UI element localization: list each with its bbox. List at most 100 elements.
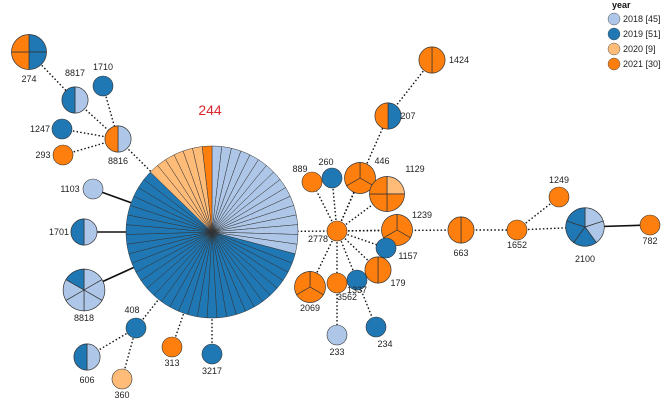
legend-title: year — [612, 0, 631, 10]
node-1129-slice-2021 — [386, 193, 405, 212]
node-233 — [326, 324, 348, 346]
node-8818-slice-2019 — [65, 268, 85, 291]
node-1337-slice — [346, 269, 368, 291]
node-label-8816: 8816 — [108, 156, 128, 166]
node-8816-slice-2021 — [104, 125, 119, 153]
node-179 — [364, 256, 392, 284]
legend-label-2020: 2020 [9] — [623, 44, 656, 54]
node-606 — [73, 343, 101, 371]
legend-swatch-2018 — [607, 12, 621, 26]
node-label-1701: 1701 — [49, 227, 69, 237]
node-1247-slice — [51, 118, 73, 140]
node-293-slice — [52, 144, 74, 166]
node-label-234: 234 — [377, 339, 392, 349]
node-1129 — [369, 176, 405, 212]
node-1157 — [375, 237, 397, 259]
node-label-1247: 1247 — [30, 124, 50, 134]
node-8816-slice-2018 — [117, 125, 132, 153]
legend-swatch-2021 — [607, 57, 621, 71]
node-408 — [125, 317, 147, 339]
node-label-8818: 8818 — [74, 313, 94, 323]
node-1103 — [82, 178, 104, 200]
node-3217-slice — [201, 343, 223, 365]
node-1701 — [70, 218, 98, 246]
node-663-slice-2021 — [460, 216, 475, 244]
node-1247 — [51, 118, 73, 140]
node-2100 — [565, 207, 605, 247]
node-label-1710: 1710 — [93, 62, 113, 72]
node-1129-slice-2021 — [369, 176, 388, 195]
node-1652-slice — [506, 219, 528, 241]
node-label-360: 360 — [114, 390, 129, 400]
node-1129-slice-2021 — [369, 193, 388, 212]
node-label-3217: 3217 — [202, 366, 222, 376]
node-label-207: 207 — [400, 111, 415, 121]
node-408-slice — [125, 317, 147, 339]
node-label-1652: 1652 — [507, 240, 527, 250]
node-label-2100: 2100 — [575, 254, 595, 264]
node-1424-slice-2021 — [431, 46, 446, 74]
node-label-408: 408 — [124, 305, 139, 315]
node-313 — [161, 336, 183, 358]
node-2100-slice-2019 — [566, 207, 586, 228]
node-label-1103: 1103 — [60, 184, 79, 194]
legend: year 2018 [45] 2019 [51] 2020 [9] 2021 [30] — [607, 0, 661, 71]
node-782 — [639, 214, 661, 236]
node-293 — [52, 144, 74, 166]
node-1424-slice-2021 — [418, 46, 433, 74]
node-2069-slice-2021 — [296, 286, 324, 303]
node-1701-slice-2019 — [70, 218, 85, 246]
node-260-slice — [321, 167, 343, 189]
node-1424 — [418, 46, 446, 74]
node-label-2069: 2069 — [300, 303, 320, 313]
node-274-slice-2019 — [28, 34, 47, 53]
node-606-slice-2018 — [86, 343, 101, 371]
node-274-slice-2021 — [11, 51, 30, 70]
node-label-663: 663 — [453, 248, 468, 258]
node-663 — [447, 216, 475, 244]
node-1710 — [92, 75, 114, 97]
node-label-1249: 1249 — [549, 175, 569, 185]
legend-label-2019: 2019 [51] — [623, 29, 661, 39]
node-1103-slice — [82, 178, 104, 200]
node-234 — [365, 316, 387, 338]
node-1337 — [346, 269, 368, 291]
node-label-782: 782 — [642, 236, 657, 246]
legend-label-2021: 2021 [30] — [623, 59, 661, 69]
node-274 — [11, 34, 47, 70]
node-663-slice-2021 — [447, 216, 462, 244]
node-label-1129: 1129 — [405, 164, 424, 174]
node-layer: 274 8817 1710 1247 293 8816 1103 1701 8818 408 606… — [11, 34, 661, 400]
node-label-233: 233 — [329, 347, 344, 357]
node-207 — [374, 102, 402, 130]
node-606-slice-2019 — [73, 343, 88, 371]
node-2069-slice-2021 — [294, 271, 311, 296]
node-label-2778: 2778 — [308, 234, 328, 244]
legend-items: 2018 [45] 2019 [51] 2020 [9] 2021 [30] — [607, 12, 661, 71]
node-3562 — [326, 272, 348, 294]
node-label-8817: 8817 — [65, 68, 85, 78]
node-2778 — [326, 220, 348, 242]
node-260 — [321, 167, 343, 189]
node-179-slice-2021 — [377, 256, 392, 284]
node-207-slice-2019 — [387, 102, 402, 130]
node-234-slice — [365, 316, 387, 338]
node-3217 — [201, 343, 223, 365]
node-label-179: 179 — [390, 278, 405, 288]
node-274-slice-2019 — [28, 51, 47, 70]
edge-244-2778 — [211, 230, 338, 233]
node-1249 — [548, 186, 570, 208]
node-label-293: 293 — [35, 150, 50, 160]
node-179-slice-2021 — [364, 256, 379, 284]
node-244 — [125, 145, 299, 319]
node-2778-slice — [326, 220, 348, 242]
node-1652 — [506, 219, 528, 241]
node-label-446: 446 — [374, 156, 389, 166]
node-8817 — [61, 86, 89, 114]
node-207-slice-2021 — [374, 102, 389, 130]
node-8817-slice-2018 — [74, 86, 89, 114]
node-label-1157: 1157 — [398, 251, 417, 261]
legend-swatch-2020 — [607, 42, 621, 56]
node-360 — [111, 368, 133, 390]
